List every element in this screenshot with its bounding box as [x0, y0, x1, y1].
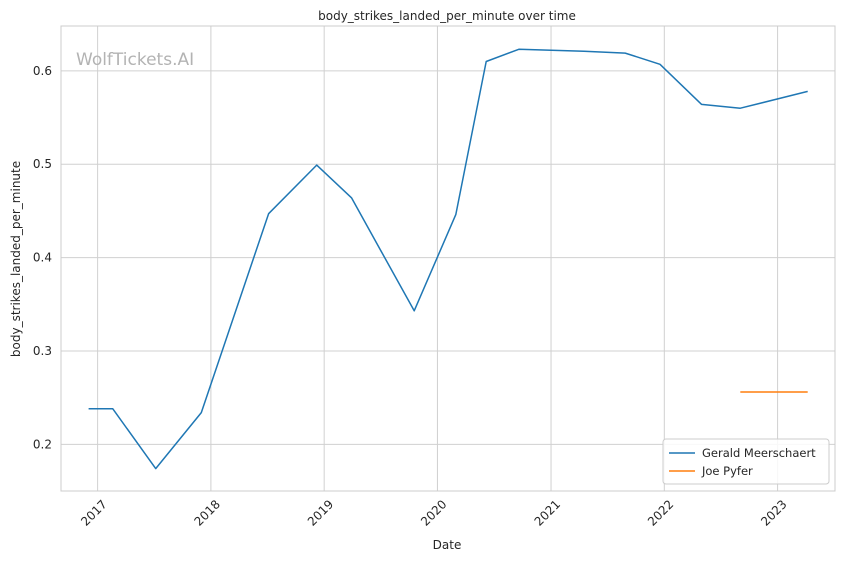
- y-tick-label: 0.2: [33, 437, 52, 451]
- y-axis-label: body_strikes_landed_per_minute: [9, 161, 23, 357]
- x-tick-label: 2023: [758, 497, 789, 528]
- x-tick-label: 2020: [418, 497, 449, 528]
- x-tick-label: 2017: [78, 497, 109, 528]
- x-tick-label: 2019: [305, 497, 336, 528]
- x-axis-label: Date: [433, 538, 462, 552]
- series-line-0: [88, 48, 808, 470]
- grid: [61, 26, 835, 491]
- y-tick-label: 0.3: [33, 344, 52, 358]
- legend-box: [662, 438, 830, 485]
- x-tick-label: 2022: [645, 497, 676, 528]
- y-tick-label: 0.6: [33, 64, 52, 78]
- legend-label: Joe Pyfer: [701, 464, 753, 478]
- y-tick-label: 0.4: [33, 251, 52, 265]
- watermark: WolfTickets.AI: [76, 50, 194, 70]
- x-tick-label: 2018: [192, 497, 223, 528]
- legend: Gerald Meerschaert Joe Pyfer: [662, 438, 830, 485]
- series-lines: [88, 48, 808, 470]
- y-tick-label: 0.5: [33, 157, 52, 171]
- legend-label: Gerald Meerschaert: [702, 446, 816, 460]
- plot-area-frame: [60, 25, 836, 492]
- chart-title: body_strikes_landed_per_minute over time: [318, 9, 576, 23]
- x-tick-label: 2021: [532, 497, 563, 528]
